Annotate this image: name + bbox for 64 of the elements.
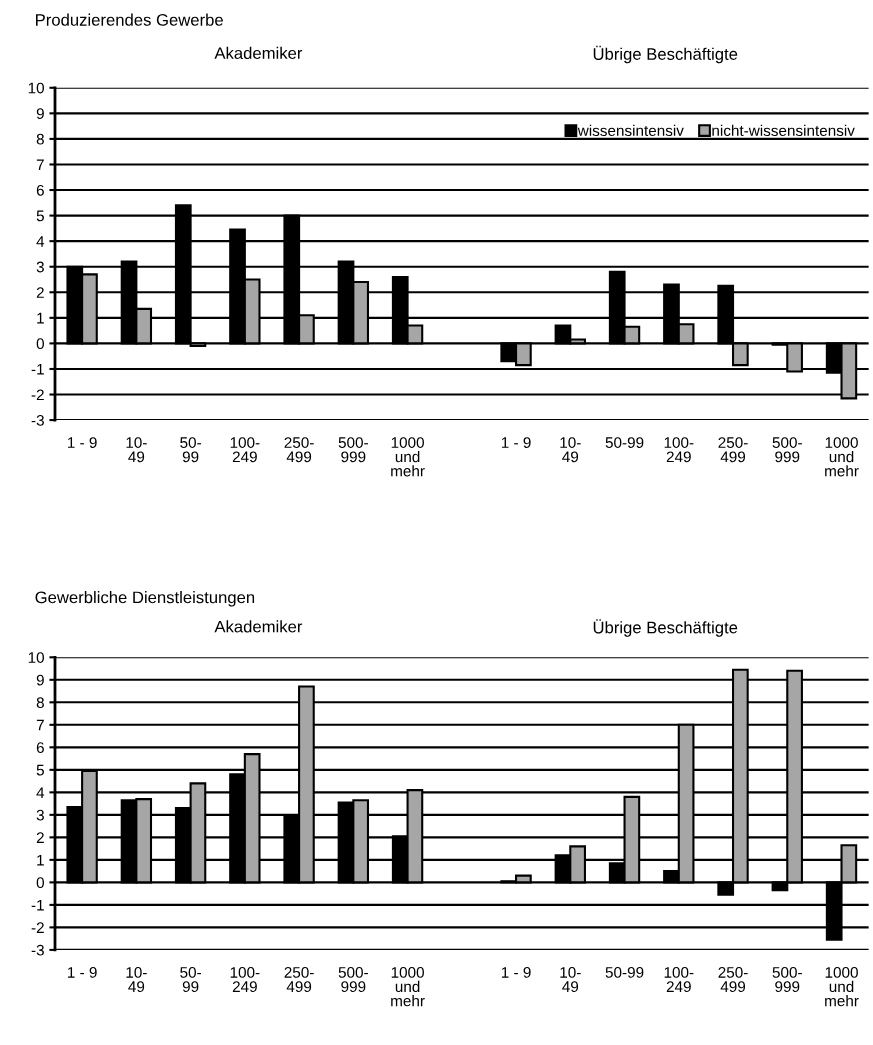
x-tick-label: 10- 49 xyxy=(560,437,581,463)
x-tick-label: 1 - 9 xyxy=(68,437,97,448)
y-tick-label: 2 xyxy=(36,287,44,298)
text: Übrige Beschäftigte xyxy=(593,619,738,637)
x-tick-label: 500- 999 xyxy=(772,437,802,463)
x-tick-label: 1000 und mehr xyxy=(825,966,859,1007)
x-tick-label: 100- 249 xyxy=(230,966,260,993)
y-tick-label: -1 xyxy=(31,363,44,375)
x-tick-label: 1 - 9 xyxy=(68,966,97,978)
y-tick-label: 10 xyxy=(28,652,44,663)
y-tick-label: 8 xyxy=(36,697,44,709)
text: Akademiker xyxy=(214,620,303,633)
y-tick-label: 2 xyxy=(36,832,44,843)
y-tick-label: 1 xyxy=(37,854,44,866)
y-tick-label: 6 xyxy=(36,184,44,196)
legend-label: nicht-wissensintensiv xyxy=(712,124,855,137)
x-tick-label: 250- 499 xyxy=(718,966,748,993)
y-tick-label: 0 xyxy=(36,338,44,350)
y-tick-label: 7 xyxy=(36,159,44,170)
x-tick-label: 50-99 xyxy=(605,966,644,978)
y-tick-label: 6 xyxy=(36,742,44,754)
y-tick-label: 3 xyxy=(36,809,44,821)
y-tick-label: 8 xyxy=(36,133,44,145)
x-tick-label: 1000 und mehr xyxy=(391,437,425,477)
x-tick-label: 50-99 xyxy=(605,437,644,448)
x-tick-label: 500- 999 xyxy=(772,966,802,993)
y-tick-label: 4 xyxy=(36,236,45,247)
x-tick-label: 1000 und mehr xyxy=(391,966,425,1007)
x-tick-label: 10- 49 xyxy=(126,966,147,993)
x-tick-label: 500- 999 xyxy=(338,966,368,993)
x-tick-label: 100- 249 xyxy=(230,437,260,463)
y-tick-label: 1 xyxy=(37,312,44,324)
y-tick-label: 0 xyxy=(36,877,44,889)
y-tick-label: -3 xyxy=(31,414,44,426)
y-tick-label: 3 xyxy=(36,261,44,273)
y-tick-label: 5 xyxy=(36,764,44,776)
x-tick-label: 100- 249 xyxy=(664,437,694,463)
y-tick-label: 7 xyxy=(36,719,44,731)
x-tick-label: 250- 499 xyxy=(718,437,748,463)
y-tick-label: -2 xyxy=(31,389,44,401)
y-tick-label: 9 xyxy=(36,108,44,120)
y-tick-label: 5 xyxy=(36,210,44,222)
text: Akademiker xyxy=(214,46,303,60)
y-tick-label: 4 xyxy=(36,787,45,798)
chart-title: Gewerbliche Dienstleistungen xyxy=(35,591,255,607)
text: Übrige Beschäftigte xyxy=(593,45,738,64)
chart-title: Produzierendes Gewerbe xyxy=(36,13,223,26)
y-tick-label: -2 xyxy=(31,922,44,933)
x-tick-label: 50- 99 xyxy=(180,437,201,463)
legend-label: wissensintensiv xyxy=(577,124,684,137)
y-tick-label: 9 xyxy=(36,674,44,686)
x-tick-label: 100- 249 xyxy=(664,966,694,993)
y-tick-label: -3 xyxy=(31,944,44,956)
x-tick-label: 1 - 9 xyxy=(501,966,531,978)
y-tick-label: 10 xyxy=(28,82,44,94)
x-tick-label: 10- 49 xyxy=(560,966,581,993)
x-tick-label: 50- 99 xyxy=(180,966,201,993)
x-tick-label: 500- 999 xyxy=(338,437,368,463)
x-tick-label: 1000 und mehr xyxy=(825,437,859,477)
x-tick-label: 250- 499 xyxy=(284,437,314,463)
x-tick-label: 250- 499 xyxy=(284,966,314,993)
y-tick-label: -1 xyxy=(31,899,44,911)
x-tick-label: 10- 49 xyxy=(126,437,147,463)
x-tick-label: 1 - 9 xyxy=(501,437,531,448)
